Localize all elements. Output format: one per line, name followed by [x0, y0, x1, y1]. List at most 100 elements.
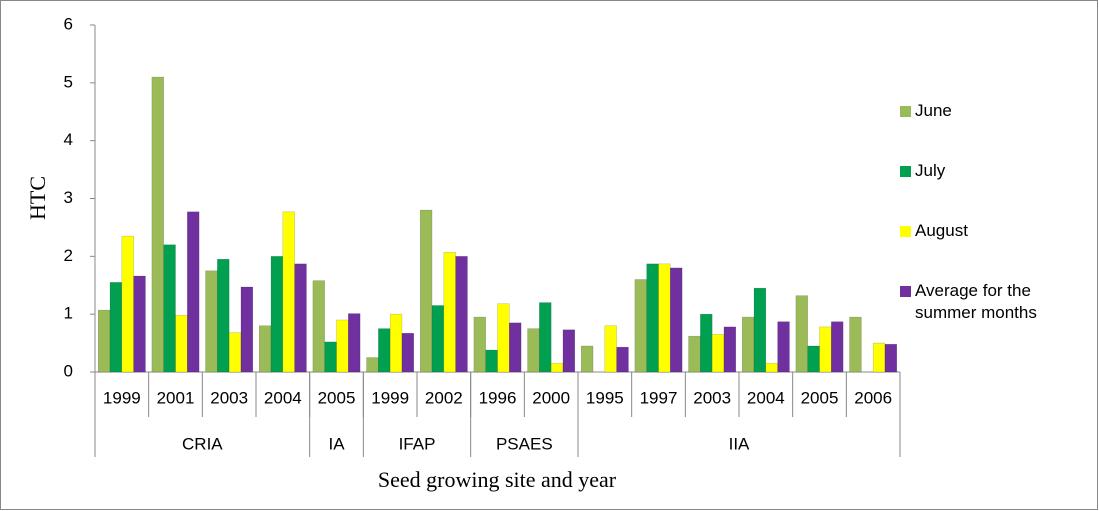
bar: [348, 313, 361, 373]
bar: [670, 267, 683, 373]
x-axis-title: Seed growing site and year: [378, 467, 617, 492]
bar: [258, 325, 272, 373]
legend-entry: July: [900, 160, 1070, 182]
legend-entry: August: [900, 220, 1070, 242]
bar: [109, 282, 123, 373]
bar: [336, 319, 349, 373]
x-tick-label: 2004: [747, 388, 785, 407]
bar: [282, 211, 295, 373]
bar: [485, 349, 498, 373]
bar: [443, 252, 456, 373]
bar: [163, 244, 176, 373]
bar: [312, 280, 325, 373]
y-tick-label: 0: [64, 361, 73, 380]
x-tick-label: 2006: [854, 388, 892, 407]
bar: [324, 341, 337, 373]
bar: [431, 305, 445, 373]
legend-swatch: [900, 226, 911, 237]
bar: [97, 309, 111, 373]
y-tick-label: 3: [64, 188, 73, 207]
bar: [294, 263, 307, 373]
bar: [831, 321, 844, 373]
bar: [389, 313, 403, 373]
bar: [509, 322, 522, 373]
bar: [527, 328, 540, 373]
bar: [795, 295, 808, 373]
bar: [688, 335, 701, 373]
bar: [473, 316, 486, 373]
bar: [497, 303, 510, 373]
group-label: IIA: [729, 434, 750, 453]
bar: [378, 328, 391, 373]
x-tick-label: 2004: [264, 388, 302, 407]
bar: [539, 302, 552, 373]
bar: [700, 313, 713, 373]
legend-entry: June: [900, 100, 1070, 122]
bar: [777, 321, 790, 373]
x-tick-label: 1997: [640, 388, 678, 407]
bar: [711, 334, 725, 373]
bar: [765, 363, 778, 373]
bar: [270, 256, 284, 373]
bar: [228, 332, 242, 373]
x-tick-label: 2002: [425, 388, 463, 407]
x-tick-label: 1999: [371, 388, 409, 407]
legend-label: August: [915, 221, 968, 240]
bar: [658, 263, 671, 373]
x-tick-label: 2003: [693, 388, 731, 407]
y-tick-label: 6: [64, 14, 73, 33]
legend-entry: Average for the summer months: [900, 280, 1070, 324]
bar: [604, 325, 617, 373]
x-tick-label: 1995: [586, 388, 624, 407]
bar: [151, 76, 164, 373]
legend-label: Average for the summer months: [915, 281, 1037, 322]
bar: [121, 235, 134, 373]
bar: [884, 343, 898, 373]
legend-label: July: [915, 161, 946, 180]
bar: [133, 275, 146, 373]
bar: [753, 287, 767, 373]
bar: [187, 211, 200, 373]
x-tick-label: 2001: [157, 388, 195, 407]
legend-label: June: [915, 101, 952, 120]
group-label: IA: [328, 434, 345, 453]
bar: [175, 315, 188, 373]
bar: [634, 279, 647, 373]
bar: [616, 346, 629, 373]
x-tick-label: 2003: [210, 388, 248, 407]
bar: [741, 316, 755, 373]
y-tick-label: 2: [64, 246, 73, 265]
y-axis-title: HTC: [25, 176, 50, 220]
y-tick-label: 5: [64, 72, 73, 91]
bar: [366, 357, 379, 373]
bar: [401, 333, 415, 373]
bar: [580, 345, 594, 373]
bar: [723, 326, 737, 373]
bar: [205, 270, 218, 373]
group-label: IFAP: [399, 434, 436, 453]
x-tick-label: 2005: [801, 388, 839, 407]
y-tick-label: 1: [64, 304, 73, 323]
bar: [550, 363, 564, 373]
bar: [562, 329, 576, 373]
bar: [849, 316, 862, 373]
bar: [419, 209, 433, 373]
x-tick-label: 2005: [318, 388, 356, 407]
bar: [240, 286, 254, 373]
group-label: CRIA: [182, 434, 223, 453]
bar: [872, 342, 886, 373]
legend-swatch: [900, 166, 911, 177]
group-label: PSAES: [496, 434, 553, 453]
y-tick-label: 4: [64, 130, 73, 149]
bar: [646, 263, 659, 373]
legend-swatch: [900, 106, 911, 117]
bar: [455, 256, 468, 373]
bar: [217, 258, 230, 373]
x-tick-label: 1999: [103, 388, 141, 407]
x-tick-label: 2000: [532, 388, 570, 407]
bar: [807, 345, 820, 373]
x-tick-label: 1996: [479, 388, 517, 407]
